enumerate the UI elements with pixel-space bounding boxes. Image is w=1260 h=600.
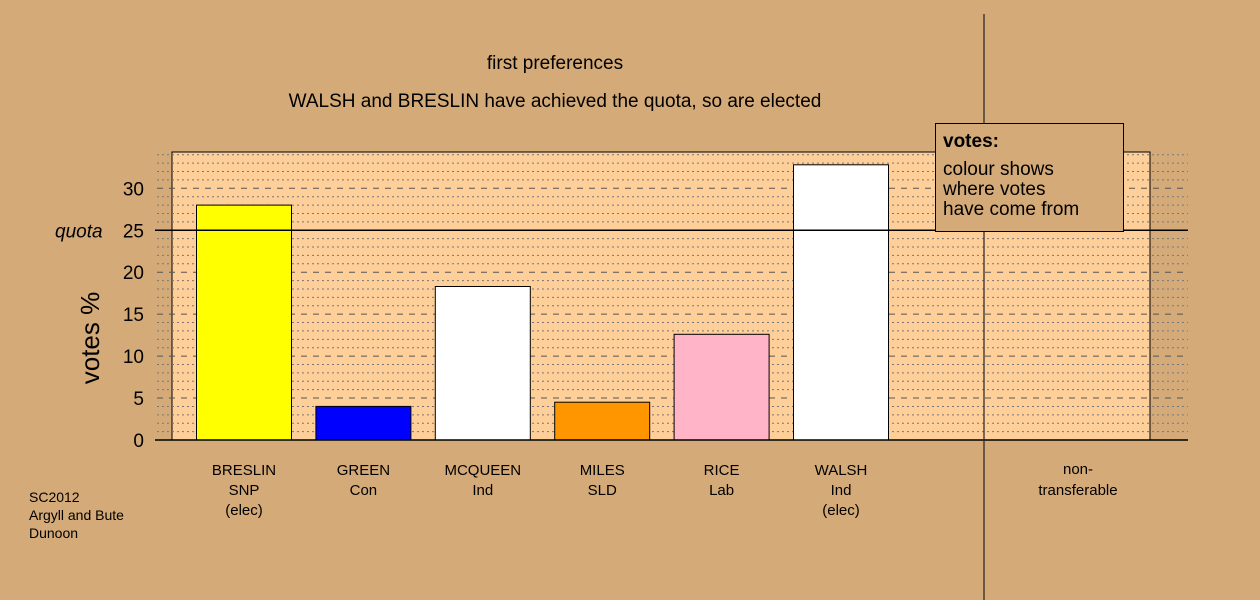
legend-line: where votes [943, 179, 1046, 200]
y-tick-label: 10 [123, 347, 144, 368]
x-tick-label: MCQUEEN [444, 462, 521, 479]
footer: SC2012 Argyll and Bute Dunoon [29, 488, 124, 542]
chart-subtitle: WALSH and BRESLIN have achieved the quot… [288, 91, 822, 112]
y-axis-label: votes % [75, 292, 105, 385]
legend: votes: colour shows where votes have com… [935, 123, 1124, 232]
nontransferable-label: non- [1063, 461, 1093, 478]
x-tick-label: Ind [472, 482, 493, 499]
chart-title: first preferences [486, 53, 624, 74]
y-tick-label: 25 [123, 221, 144, 242]
category-labels: BRESLIN SNP (elec) GREEN Con MCQUEEN Ind MILES S… [212, 461, 1118, 519]
y-tick-label: 15 [123, 305, 144, 326]
x-tick-label: (elec) [225, 502, 263, 519]
bar [673, 333, 770, 441]
bar [554, 401, 651, 441]
footer-council: Argyll and Bute [29, 507, 124, 523]
y-tick-label: 5 [133, 389, 144, 410]
bars [196, 164, 889, 441]
footer-ward: Dunoon [29, 525, 79, 541]
x-tick-label: Lab [709, 482, 734, 499]
x-tick-label: SLD [588, 482, 617, 499]
x-tick-label: Ind [831, 482, 852, 499]
legend-title: votes: [943, 131, 999, 152]
x-tick-label: Con [350, 482, 378, 499]
x-tick-label: GREEN [337, 462, 390, 479]
x-tick-label: BRESLIN [212, 462, 276, 479]
x-tick-label: WALSH [815, 462, 868, 479]
x-tick-label: MILES [580, 462, 625, 479]
quota-label: quota [55, 221, 103, 242]
legend-line: colour shows [943, 159, 1054, 180]
footer-code: SC2012 [29, 489, 80, 505]
x-tick-label: (elec) [822, 502, 860, 519]
bar [196, 204, 292, 441]
y-tick-label: 0 [133, 431, 144, 452]
x-tick-label: SNP [229, 482, 260, 499]
bar [434, 286, 531, 441]
y-tick-label: 20 [123, 263, 144, 284]
legend-line: have come from [943, 199, 1080, 220]
nontransferable-label: transferable [1038, 482, 1117, 499]
bar [315, 405, 412, 441]
bar [793, 164, 889, 441]
y-tick-label: 30 [123, 179, 144, 200]
x-tick-label: RICE [704, 462, 740, 479]
